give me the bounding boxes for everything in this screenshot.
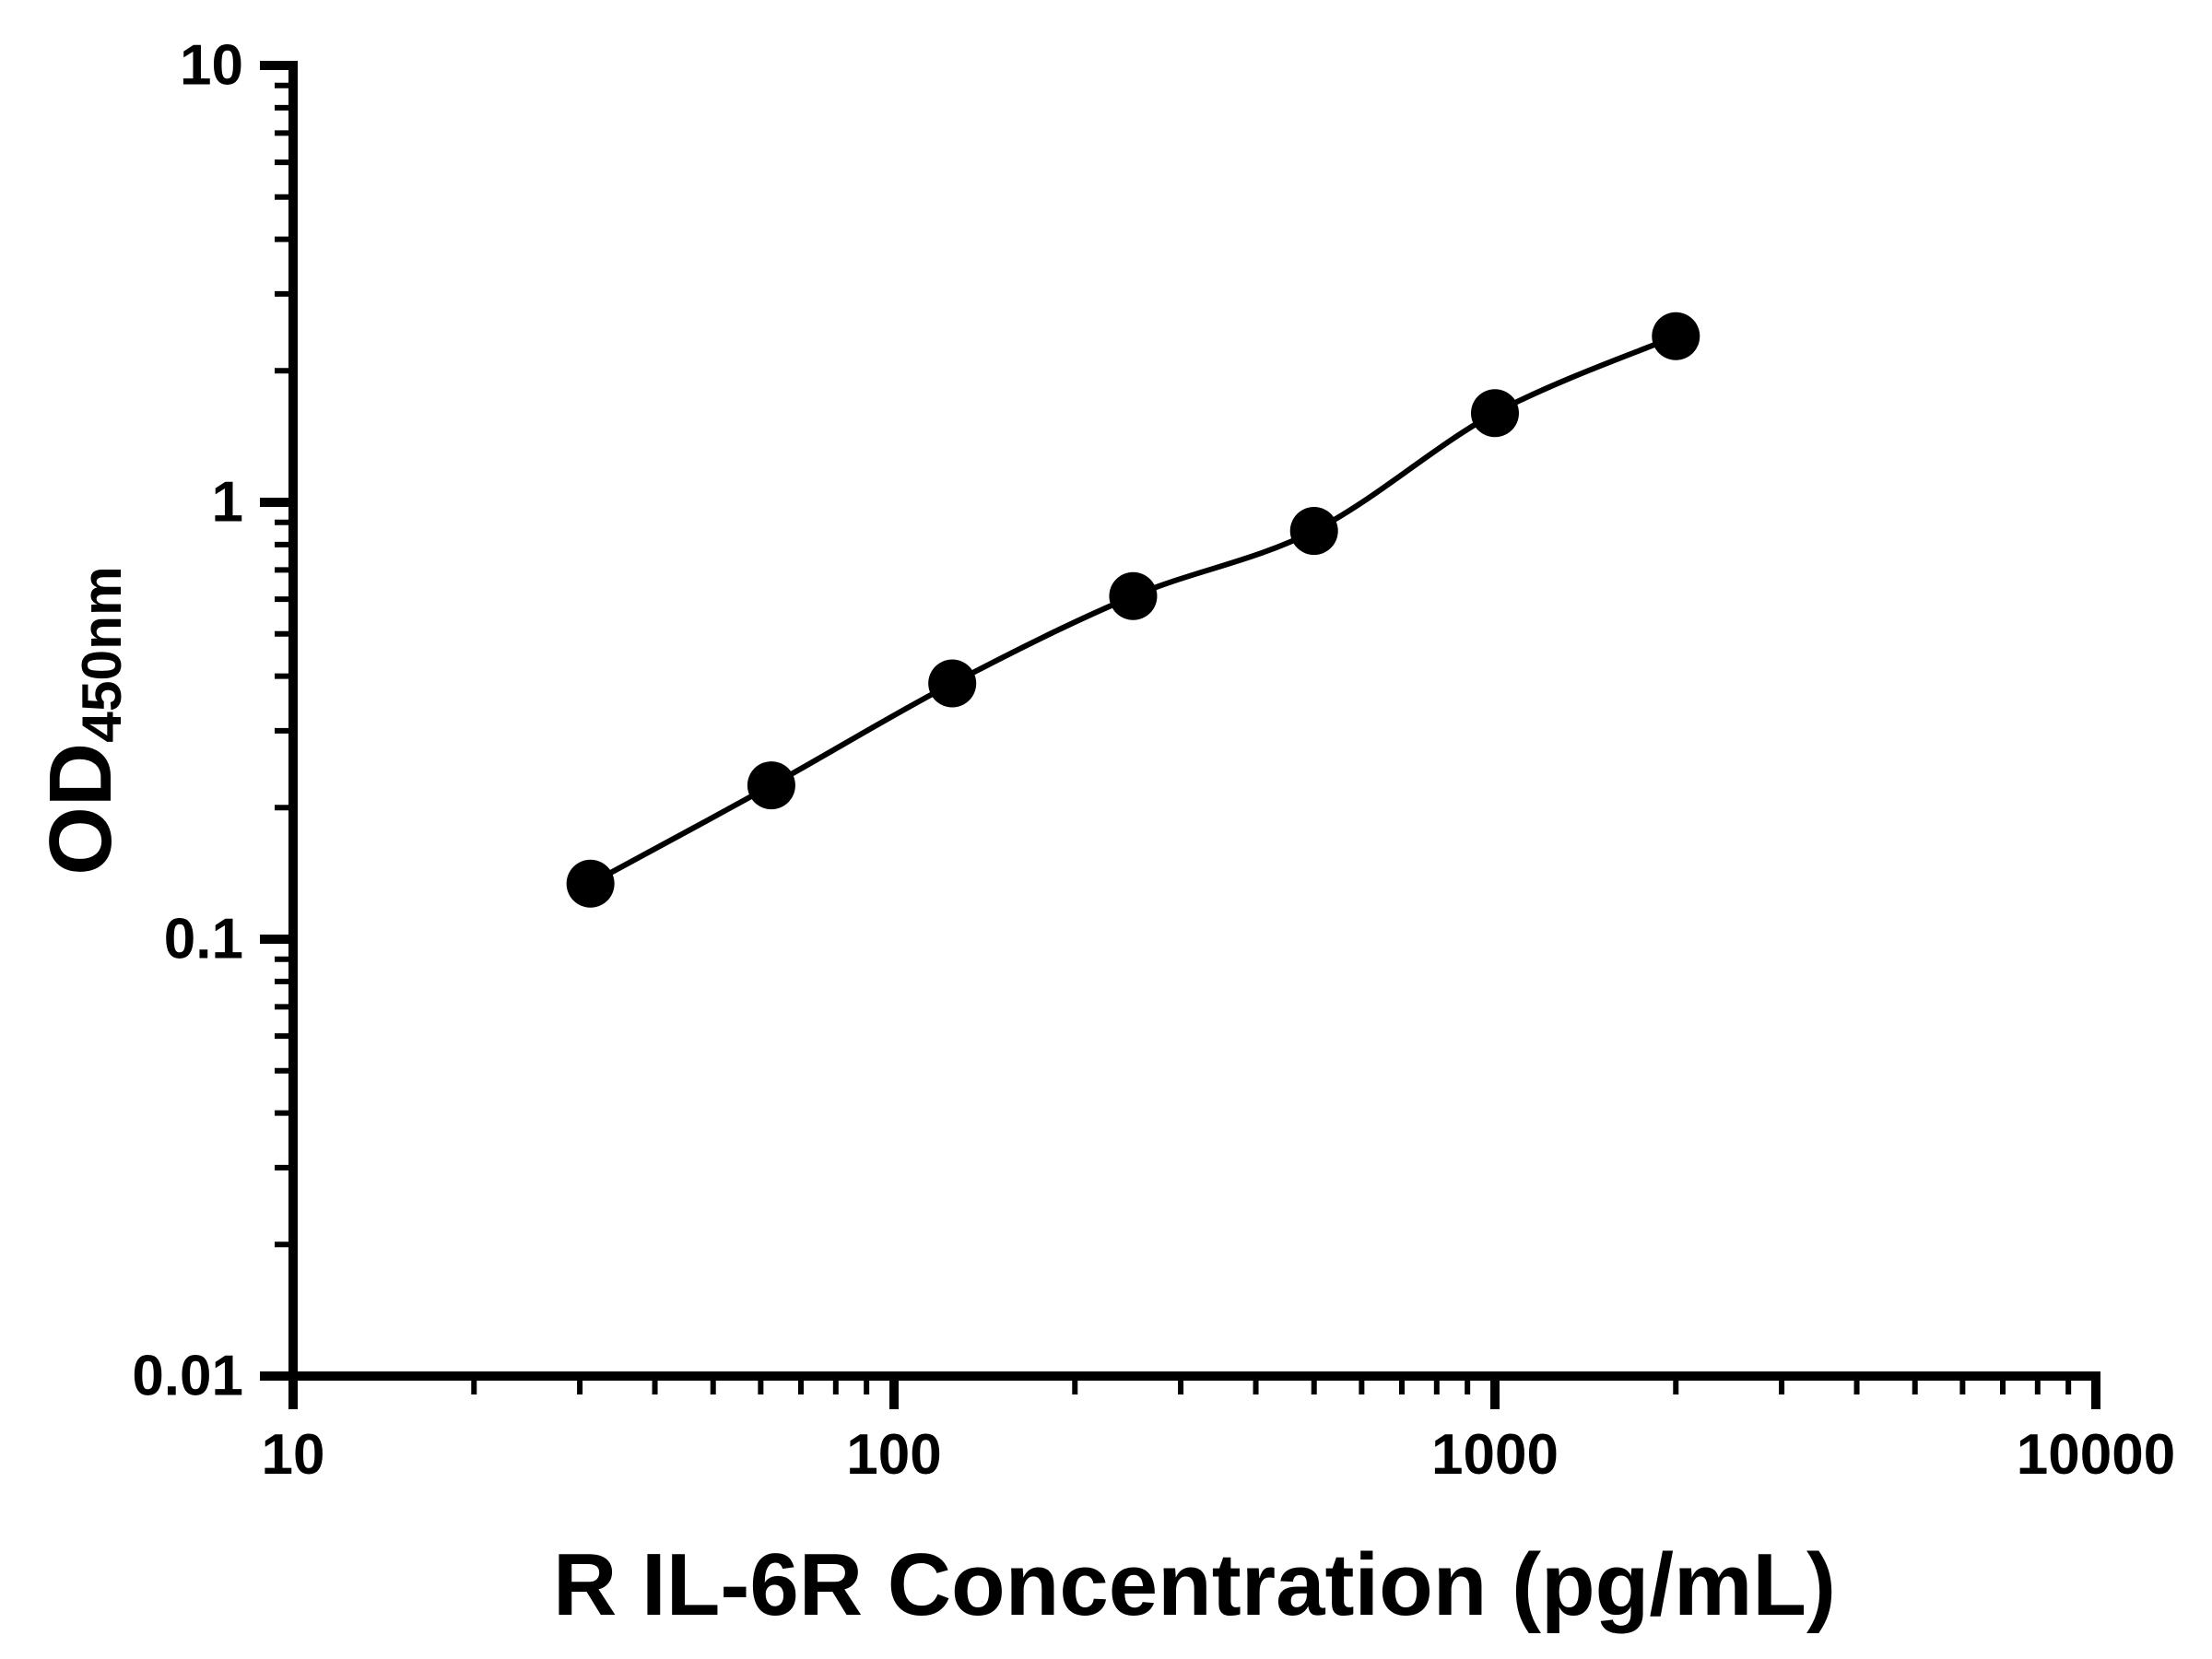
y-axis-ticks xyxy=(260,61,293,1381)
y-axis-title-main: OD xyxy=(31,742,130,876)
y-axis-title-subscript: 450nm xyxy=(69,566,133,743)
data-point-marker xyxy=(1109,571,1158,620)
data-point-marker xyxy=(1471,389,1519,438)
svg-text:100: 100 xyxy=(846,1423,941,1487)
svg-text:1000: 1000 xyxy=(1431,1423,1559,1487)
svg-text:10: 10 xyxy=(262,1423,325,1487)
svg-text:0.01: 0.01 xyxy=(132,1345,243,1408)
svg-text:1: 1 xyxy=(212,471,243,535)
x-tick-labels: 10 100 1000 10000 xyxy=(262,1423,2176,1487)
data-point-marker xyxy=(1652,312,1700,360)
data-point-marker xyxy=(566,859,615,908)
svg-text:10: 10 xyxy=(180,34,243,98)
y-tick-labels: 0.01 0.1 1 10 xyxy=(132,34,243,1408)
x-axis-title: R IL-6R Concentration (pg/mL) xyxy=(553,1535,1836,1634)
data-point-marker xyxy=(747,761,795,810)
svg-text:10000: 10000 xyxy=(2017,1423,2175,1487)
svg-text:0.1: 0.1 xyxy=(164,908,243,971)
series-standard-curve xyxy=(566,312,1700,908)
y-axis-title: OD450nm xyxy=(30,566,133,876)
data-point-marker xyxy=(928,659,977,708)
x-axis-ticks xyxy=(288,1376,2100,1409)
axes xyxy=(288,61,2100,1381)
data-point-marker xyxy=(1289,507,1338,556)
